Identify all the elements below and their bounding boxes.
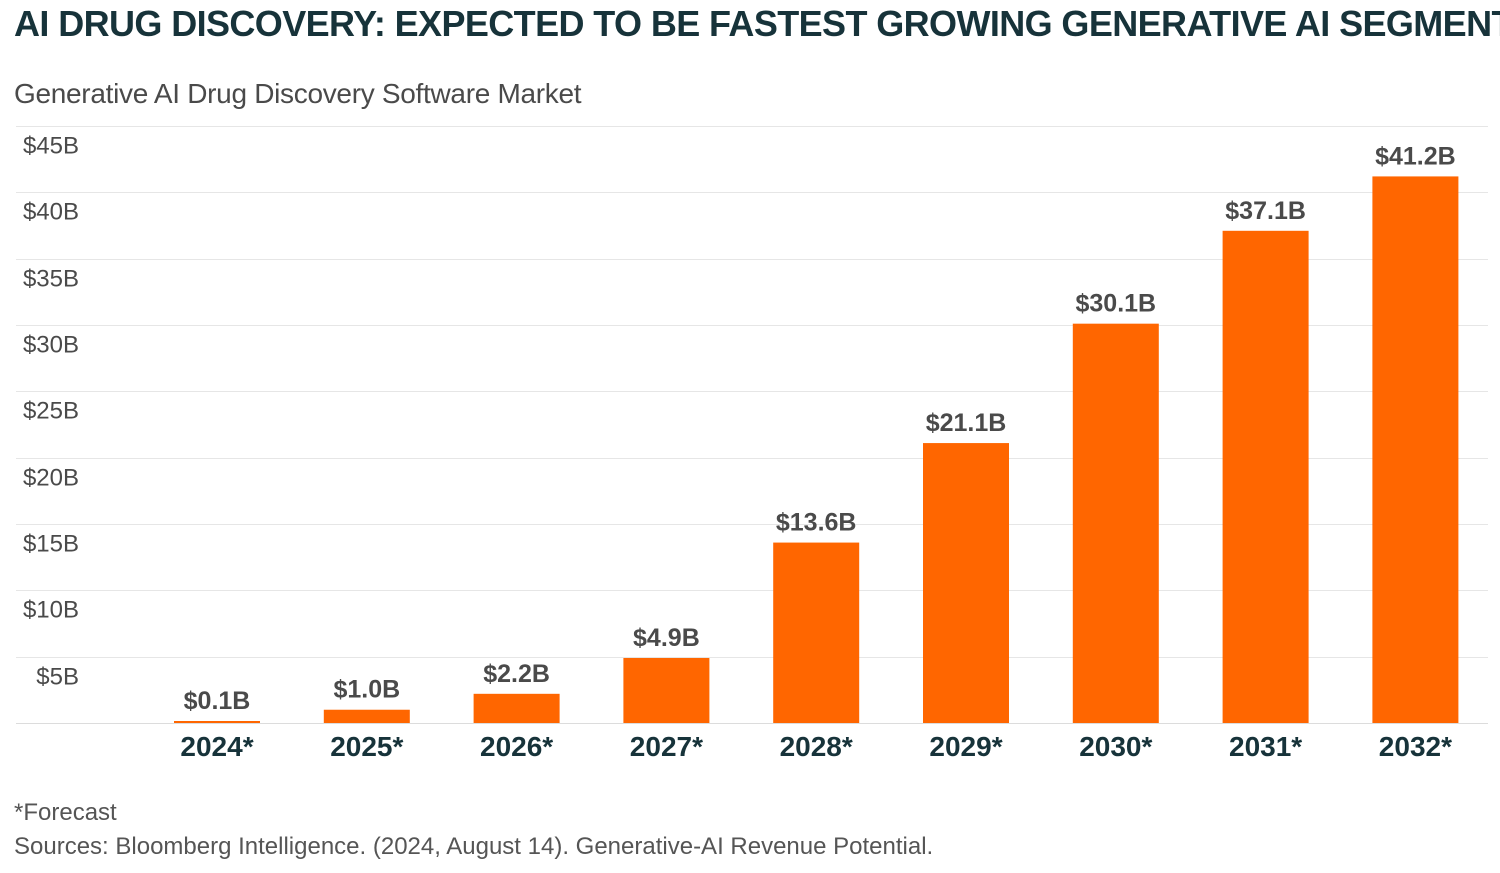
y-tick-label: $25B (23, 398, 79, 425)
bar (1222, 230, 1309, 723)
bar-data-label: $13.6B (776, 509, 857, 537)
x-tick-label: 2029* (929, 731, 1002, 762)
bar (923, 443, 1009, 723)
bar (323, 709, 410, 723)
x-axis-tick-labels: 2024* 2025* 2026* 2027* 2028* 2029* 2030* 2031*… (180, 731, 1452, 762)
bar-data-label: $41.2B (1375, 142, 1456, 170)
x-tick-label: 2031* (1229, 731, 1302, 762)
y-tick-label: $15B (23, 531, 79, 558)
bar-data-label: $0.1B (184, 687, 251, 715)
chart-title: AI DRUG DISCOVERY: EXPECTED TO BE FASTES… (14, 3, 1500, 44)
x-tick-label: 2025* (330, 731, 403, 762)
bar-data-label: $2.2B (483, 660, 550, 688)
bar-data-label: $21.1B (926, 409, 1007, 437)
x-tick-label: 2027* (630, 731, 703, 762)
y-axis-tick-labels: $5B $10B $15B $20B $25B $30B $35B $40B $45B (23, 133, 79, 691)
x-tick-label: 2024* (180, 731, 253, 762)
source-note: Sources: Bloomberg Intelligence. (2024, … (14, 833, 934, 860)
chart-subtitle: Generative AI Drug Discovery Software Ma… (14, 78, 582, 109)
bar-data-label: $37.1B (1225, 197, 1306, 225)
y-tick-label: $5B (36, 664, 79, 691)
y-tick-label: $30B (23, 332, 79, 359)
bar (1372, 176, 1459, 723)
y-tick-label: $45B (23, 133, 79, 160)
bar-data-label: $30.1B (1075, 290, 1156, 318)
bar (623, 657, 710, 723)
bar-data-labels: $0.1B $1.0B $2.2B $4.9B $13.6B $21.1B $30.1B $3… (184, 142, 1456, 715)
bar-data-label: $1.0B (333, 676, 400, 704)
y-tick-label: $20B (23, 465, 79, 492)
bar-data-label: $4.9B (633, 624, 700, 652)
bar (773, 542, 860, 723)
bar (174, 721, 260, 723)
x-tick-label: 2030* (1079, 731, 1152, 762)
y-tick-label: $10B (23, 597, 79, 624)
x-tick-label: 2026* (480, 731, 553, 762)
x-tick-label: 2032* (1379, 731, 1452, 762)
x-tick-label: 2028* (780, 731, 853, 762)
y-tick-label: $40B (23, 199, 79, 226)
bar (473, 693, 560, 723)
y-tick-label: $35B (23, 266, 79, 293)
forecast-footnote: *Forecast (14, 799, 117, 826)
bars (174, 176, 1459, 723)
bar (1072, 323, 1159, 723)
